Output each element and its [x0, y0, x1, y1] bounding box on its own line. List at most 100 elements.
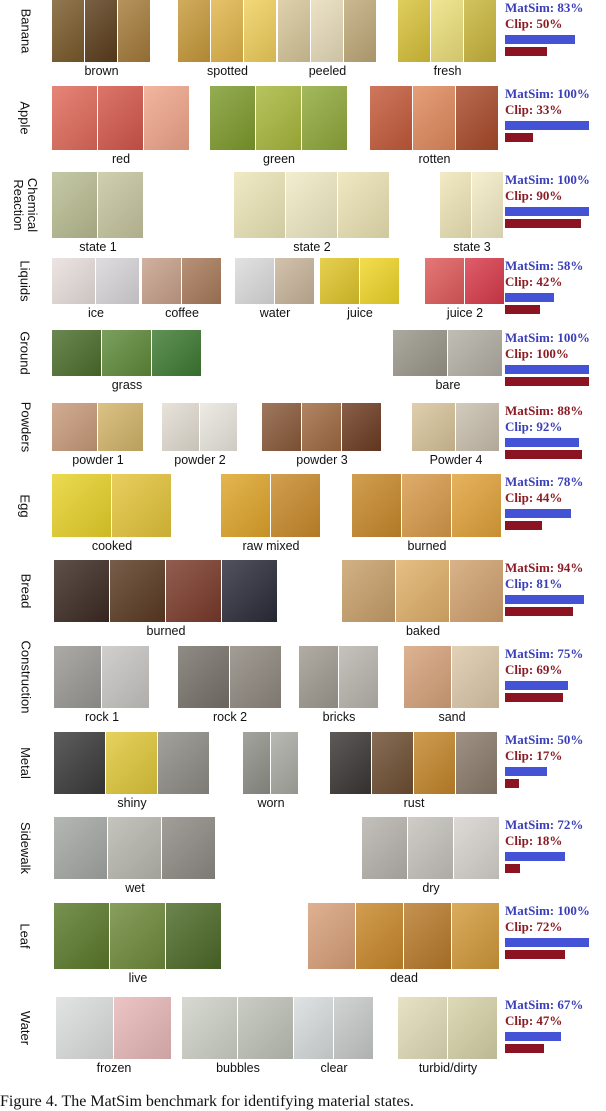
category-row: Liquids ice coffee water juice juice 2 MatSim:… [0, 258, 606, 324]
material-photo [52, 474, 112, 537]
material-photo [98, 403, 144, 451]
score-panel: MatSim: 94% Clip: 81% [505, 560, 606, 616]
state-label: live [128, 971, 148, 985]
state-label: sand [438, 710, 466, 724]
state-image-group [52, 474, 172, 537]
state-label: water [259, 306, 291, 320]
clip-bar [505, 450, 582, 459]
material-photo [452, 646, 500, 708]
state-image-group [182, 997, 294, 1059]
category-label: Metal [0, 732, 50, 794]
category-row: Metal shiny worn rust MatSim: 50% Clip: 17% [0, 732, 606, 814]
material-photo [54, 817, 108, 879]
material-photo [144, 86, 190, 150]
state-image-group [234, 172, 390, 238]
clip-score: Clip: 90% [505, 188, 563, 203]
material-photo [338, 172, 390, 238]
category-label-text: Apple [18, 101, 33, 135]
material-photo [102, 330, 152, 376]
state-image-group [243, 732, 299, 794]
state-image-group [52, 330, 202, 376]
material-photo [398, 0, 431, 62]
score-panel: MatSim: 100% Clip: 33% [505, 86, 606, 142]
material-photo [200, 403, 238, 451]
state-image-group [404, 646, 500, 708]
clip-bar [505, 693, 563, 702]
material-photo [52, 172, 98, 238]
material-photo [342, 560, 396, 622]
state-image-group [56, 997, 172, 1059]
material-photo [425, 258, 465, 304]
clip-bar [505, 521, 542, 530]
state-label: Powder 4 [429, 453, 483, 467]
material-photo [230, 646, 282, 708]
state-label: spotted [206, 64, 249, 78]
material-photo [54, 732, 106, 794]
category-label-text: Ground [18, 331, 33, 375]
matsim-score: MatSim: 67% [505, 997, 584, 1012]
material-photo [464, 0, 497, 62]
material-photo [342, 403, 382, 451]
material-photo [52, 330, 102, 376]
clip-bar [505, 607, 573, 616]
state-image-group [330, 732, 498, 794]
material-photo [98, 86, 144, 150]
category-label-text: Liquids [17, 260, 33, 302]
matsim-score: MatSim: 88% [505, 403, 584, 418]
category-label: Chemical Reaction [0, 172, 50, 238]
score-panel: MatSim: 100% Clip: 100% [505, 330, 606, 386]
state-label: bricks [322, 710, 356, 724]
clip-score: Clip: 81% [505, 576, 563, 591]
material-photo [166, 903, 222, 969]
clip-bar [505, 47, 547, 56]
state-label: dead [390, 971, 418, 985]
category-row: Banana brown spotted peeled fresh MatSim: 83%… [0, 0, 606, 82]
state-label: juice 2 [446, 306, 484, 320]
matsim-bar [505, 293, 554, 302]
state-label: burned [407, 539, 447, 553]
clip-bar [505, 219, 581, 228]
material-photo [110, 903, 166, 969]
score-panel: MatSim: 50% Clip: 17% [505, 732, 606, 788]
state-image-group [142, 258, 222, 304]
material-photo [56, 997, 114, 1059]
material-photo [404, 646, 452, 708]
material-photo [275, 258, 315, 304]
material-photo [162, 403, 200, 451]
clip-score: Clip: 92% [505, 419, 563, 434]
material-photo [182, 997, 238, 1059]
state-image-group [52, 86, 190, 150]
material-photo [362, 817, 408, 879]
state-image-group [162, 403, 238, 451]
score-panel: MatSim: 72% Clip: 18% [505, 817, 606, 873]
material-photo [402, 474, 452, 537]
matsim-score: MatSim: 78% [505, 474, 584, 489]
state-image-group [320, 258, 400, 304]
state-image-group [54, 903, 222, 969]
material-photo [178, 0, 211, 62]
material-photo [299, 646, 339, 708]
matsim-bar [505, 509, 571, 518]
material-photo [320, 258, 360, 304]
state-label: cooked [91, 539, 133, 553]
material-photo [311, 0, 344, 62]
state-image-group [52, 403, 144, 451]
state-image-group [308, 903, 500, 969]
category-label: Bread [0, 560, 50, 622]
material-photo [114, 997, 172, 1059]
material-photo [372, 732, 414, 794]
clip-bar [505, 864, 520, 873]
category-row: Sidewalk wet dry MatSim: 72% Clip: 18% [0, 817, 606, 899]
material-photo [52, 403, 98, 451]
material-photo [456, 86, 499, 150]
material-photo [54, 646, 102, 708]
state-label: powder 1 [72, 453, 124, 467]
state-label: bubbles [216, 1061, 260, 1075]
score-panel: MatSim: 67% Clip: 47% [505, 997, 606, 1053]
material-photo [302, 86, 348, 150]
state-label: bare [435, 378, 461, 392]
category-row: Water frozen bubbles clear turbid/dirty MatSi… [0, 997, 606, 1079]
state-label: brown [84, 64, 119, 78]
material-photo [334, 997, 374, 1059]
matsim-score: MatSim: 50% [505, 732, 584, 747]
